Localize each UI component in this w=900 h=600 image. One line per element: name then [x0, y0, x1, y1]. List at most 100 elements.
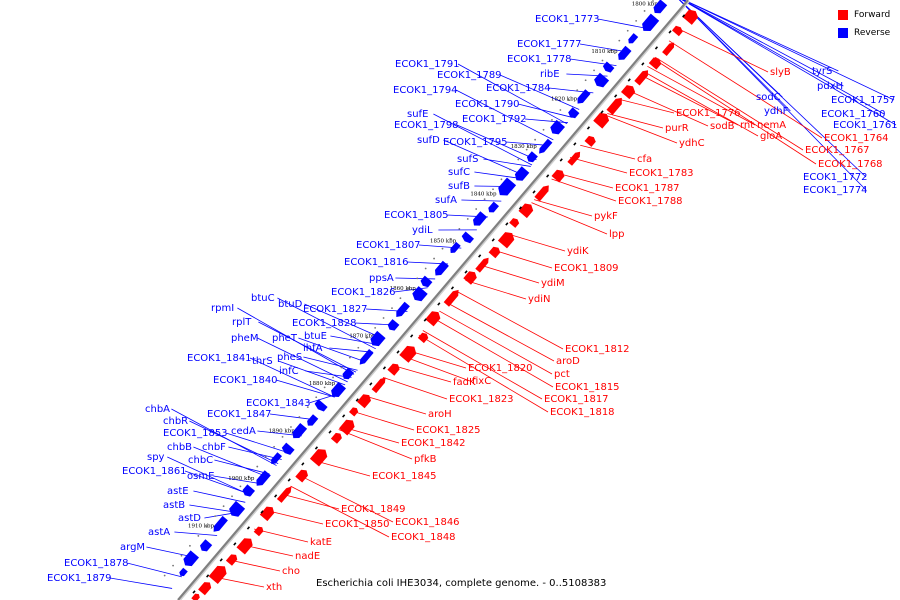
- leader-line: [353, 411, 415, 431]
- leader-line: [213, 475, 262, 485]
- gene-label-ihfa: ihfA: [303, 343, 323, 354]
- leader-line: [647, 65, 756, 126]
- gene-label-ecok1-1812: ECOK1_1812: [565, 344, 630, 355]
- forward-gene-feature: [330, 432, 342, 444]
- leader-line: [579, 43, 629, 53]
- scale-dot: [205, 525, 208, 527]
- gene-label-ecok1-1788: ECOK1_1788: [618, 196, 683, 207]
- leader-line: [679, 0, 867, 178]
- leader-line: [298, 337, 365, 363]
- scale-dot: [407, 287, 410, 290]
- forward-gene-feature: [339, 419, 355, 436]
- leader-line: [643, 70, 759, 137]
- scale-ticks: 1800 kbp 1810 kbp 1820 kbp 1830 kbp 1840 kbp…: [163, 0, 658, 577]
- gene-label-ecok1-1840: ECOK1_1840: [213, 375, 278, 386]
- reverse-gene-feature: [568, 107, 580, 119]
- leader-line: [433, 317, 554, 388]
- scale-dot: [365, 336, 368, 339]
- gene-label-astd: astD: [178, 513, 201, 524]
- gene-label-ecok1-1815: ECOK1_1815: [555, 382, 620, 393]
- leader-line: [277, 297, 376, 350]
- reverse-gene-feature: [271, 452, 282, 464]
- forward-gene-feature: [225, 554, 238, 566]
- leader-line: [465, 279, 527, 300]
- scale-dot: [399, 297, 402, 300]
- gene-marker: [627, 78, 631, 82]
- scale-dot: [483, 198, 486, 201]
- scale-dot: [180, 554, 183, 557]
- gene-marker: [192, 590, 196, 594]
- reverse-gene-feature: [229, 500, 246, 517]
- gene-label-purr: purR: [665, 123, 689, 134]
- leader-line: [569, 156, 628, 174]
- gene-label-ydik: ydiK: [567, 246, 589, 257]
- gene-label-ecok1-1760: ECOK1_1760: [821, 109, 886, 120]
- gene-marker: [668, 30, 672, 34]
- leader-line: [395, 277, 436, 280]
- leader-line: [304, 303, 385, 340]
- genome-caption: Escherichia coli IHE3034, complete genom…: [316, 578, 607, 589]
- gene-labels: ECOK1_1773 ECOK1_1777 ECOK1_1778 ribE ECOK1_…: [47, 14, 898, 593]
- leader-line: [551, 178, 617, 202]
- gene-label-spy: spy: [147, 452, 165, 463]
- scale-dot: [643, 10, 646, 12]
- gene-label-slyb: slyB: [770, 67, 791, 78]
- scale-dot: [172, 564, 174, 567]
- scale-dot: [466, 218, 469, 220]
- leader-line: [401, 355, 471, 382]
- forward-gene-feature: [497, 232, 515, 249]
- gene-label-kate: katE: [310, 537, 332, 548]
- reverse-gene-feature: [342, 367, 354, 380]
- gene-label-cfa: cfa: [637, 154, 652, 165]
- scale-dot: [231, 495, 233, 498]
- gene-marker: [614, 94, 618, 98]
- scale-dot: [348, 356, 351, 359]
- scale-dot: [584, 79, 587, 82]
- gene-label-ecok1-1794: ECOK1_1794: [393, 85, 458, 96]
- gene-label-ribe: ribE: [540, 69, 560, 80]
- gene-label-asta: astA: [148, 527, 170, 538]
- gene-label-ecok1-1764: ECOK1_1764: [824, 133, 889, 144]
- gene-label-fadk: fadK: [453, 377, 476, 388]
- gene-label-phet: pheT: [272, 333, 298, 344]
- scale-dot: [441, 247, 444, 250]
- scale-dot: [517, 158, 520, 161]
- gene-label-chba: chbA: [145, 404, 170, 415]
- leader-line: [640, 74, 739, 126]
- gene-label-aste: astE: [167, 486, 189, 497]
- gene-label-pykf: pykF: [594, 211, 618, 222]
- leader-line: [433, 113, 533, 166]
- reverse-gene-feature: [642, 13, 660, 31]
- gene-label-nema: nemA: [757, 120, 786, 131]
- scale-dot: [264, 455, 267, 458]
- scale-dot: [551, 119, 553, 121]
- reverse-gene-feature: [435, 260, 449, 276]
- leader-line: [505, 232, 566, 252]
- reverse-gene-feature: [183, 550, 199, 567]
- reverse-gene-feature: [412, 286, 428, 302]
- scale-dot: [306, 406, 309, 409]
- gene-label-ecok1-1879: ECOK1_1879: [47, 573, 112, 584]
- scale-dot: [450, 237, 452, 240]
- scale-dot: [458, 227, 461, 230]
- gene-marker: [641, 62, 645, 66]
- leader-line: [275, 379, 335, 398]
- gene-label-ecok1-1825: ECOK1_1825: [416, 425, 481, 436]
- scale-dot: [542, 128, 545, 131]
- gene-label-ydhf: ydhF: [764, 106, 789, 117]
- gene-label-ecok1-1845: ECOK1_1845: [372, 471, 437, 482]
- reverse-gene-feature: [292, 423, 308, 439]
- gene-label-ydin: ydiN: [528, 294, 551, 305]
- forward-gene-feature: [387, 363, 400, 376]
- scale-dot: [534, 138, 537, 141]
- gene-marker: [410, 334, 414, 338]
- gene-label-ecok1-1761: ECOK1_1761: [833, 120, 898, 131]
- leader-line: [455, 89, 554, 141]
- reverse-gene-feature: [179, 567, 188, 577]
- forward-gene-feature: [357, 394, 371, 409]
- legend-item-forward: Forward: [838, 8, 898, 22]
- reverse-gene-feature: [498, 177, 517, 196]
- leader-line: [607, 113, 664, 129]
- reverse-gene-feature: [256, 470, 271, 486]
- scale-dot: [618, 39, 621, 42]
